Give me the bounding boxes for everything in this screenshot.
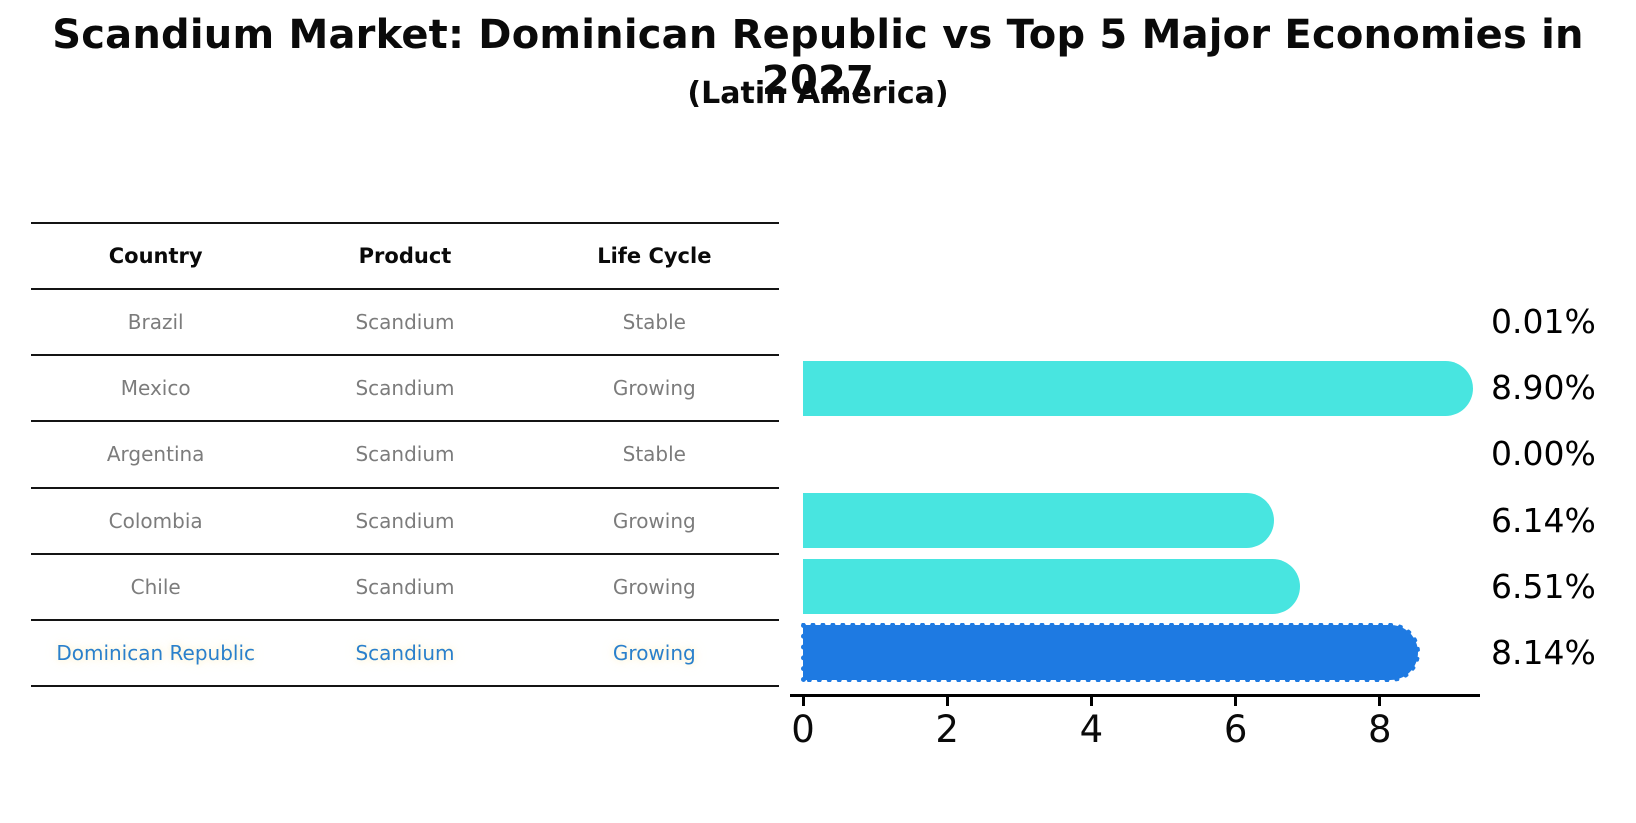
bar-mexico: [803, 360, 1473, 416]
table-body: Brazil Scandium Stable Mexico Scandium Growin…: [31, 290, 779, 688]
column-header-product: Product: [358, 244, 452, 268]
x-tick-label-4: 4: [1079, 708, 1104, 751]
value-label-dominican-republic: 8.14%: [1491, 632, 1596, 672]
x-tick-mark-0: [801, 697, 805, 706]
chart-subtitle: (Latin America): [687, 76, 949, 111]
table-row-colombia: Colombia Scandium Growing: [31, 489, 779, 555]
cell-product: Scandium: [355, 508, 455, 533]
cell-country: Chile: [130, 574, 181, 599]
cell-country: Colombia: [108, 508, 203, 533]
table-row-dominican-republic: Dominican Republic Scandium Growing: [31, 621, 779, 688]
value-label-brazil: 0.01%: [1491, 302, 1596, 341]
cell-life-cycle: Growing: [612, 574, 696, 599]
x-tick-mark-2: [945, 697, 949, 706]
x-tick-label-2: 2: [935, 708, 959, 751]
x-tick-mark-8: [1378, 697, 1382, 706]
cell-country: Mexico: [120, 376, 191, 401]
x-tick-label-6: 6: [1223, 708, 1248, 751]
table-row-argentina: Argentina Scandium Stable: [31, 422, 779, 489]
cell-product: Scandium: [355, 641, 455, 666]
table-header-row: Country Product Life Cycle: [31, 224, 779, 290]
x-tick-label-8: 8: [1368, 708, 1392, 751]
table-row-mexico: Mexico Scandium Growing: [31, 356, 779, 423]
cell-country: Argentina: [106, 442, 205, 467]
cell-life-cycle: Growing: [612, 376, 696, 401]
country-table: Country Product Life Cycle Brazil Scandiu…: [31, 222, 779, 688]
value-label-chile: 6.51%: [1491, 566, 1596, 606]
cell-product: Scandium: [355, 310, 455, 335]
cell-life-cycle: Stable: [622, 442, 686, 467]
cell-product: Scandium: [355, 442, 455, 467]
cell-life-cycle: Growing: [612, 641, 696, 666]
column-header-country: Country: [108, 244, 203, 268]
x-tick-label-0: 0: [791, 708, 815, 751]
cell-country: Brazil: [127, 310, 184, 335]
table-row-brazil: Brazil Scandium Stable: [31, 290, 779, 357]
cell-life-cycle: Growing: [612, 508, 696, 533]
x-axis-line: [790, 694, 1480, 697]
bar-dominican-republic: [801, 623, 1420, 683]
value-label-colombia: 6.14%: [1491, 500, 1596, 540]
value-label-argentina: 0.00%: [1491, 434, 1596, 474]
cell-life-cycle: Stable: [622, 310, 686, 335]
chart-title: Scandium Market: Dominican Republic vs T…: [52, 12, 1584, 104]
bar-colombia: [803, 493, 1274, 548]
bar-chile: [803, 559, 1300, 615]
cell-product: Scandium: [355, 376, 455, 401]
cell-product: Scandium: [355, 574, 455, 599]
x-tick-mark-6: [1234, 697, 1238, 706]
value-label-mexico: 8.90%: [1491, 368, 1596, 408]
x-tick-mark-4: [1089, 697, 1093, 706]
table-row-chile: Chile Scandium Growing: [31, 555, 779, 621]
cell-country: Dominican Republic: [56, 641, 255, 666]
column-header-life-cycle: Life Cycle: [597, 244, 712, 268]
